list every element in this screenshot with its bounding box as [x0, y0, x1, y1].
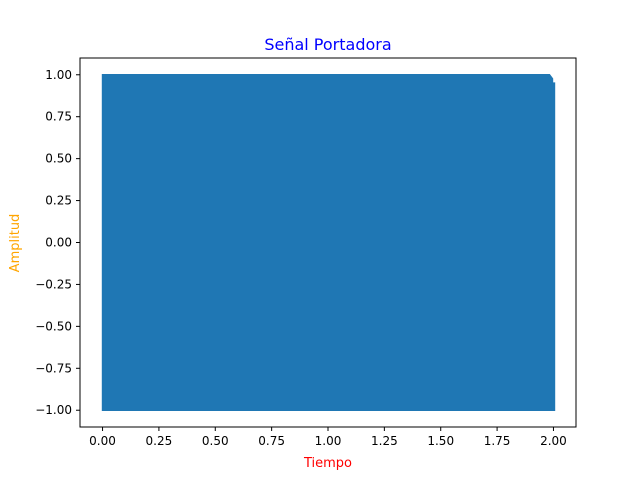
x-axis-label: Tiempo	[303, 456, 352, 471]
y-tick-label: −0.25	[35, 277, 72, 291]
y-tick-label: 0.50	[45, 152, 72, 166]
x-tick-label: 0.00	[89, 434, 116, 448]
y-axis-label: Amplitud	[8, 214, 23, 273]
x-tick-label: 0.50	[202, 434, 229, 448]
y-tick-label: −0.50	[35, 319, 72, 333]
y-tick-label: 1.00	[45, 68, 72, 82]
y-tick-label: 0.75	[45, 110, 72, 124]
x-tick-label: 0.25	[146, 434, 173, 448]
y-tick-label: 0.25	[45, 194, 72, 208]
x-tick-label: 1.00	[315, 434, 342, 448]
x-axis-ticks: 0.00 0.25 0.50 0.75 1.00 1.25 1.50 1.75 2.00	[89, 427, 567, 448]
chart-title: Señal Portadora	[264, 35, 391, 54]
y-tick-label: −0.75	[35, 361, 72, 375]
series-line	[101, 74, 556, 411]
plot-series	[101, 74, 556, 411]
x-tick-label: 1.50	[427, 434, 454, 448]
x-tick-label: 0.75	[258, 434, 285, 448]
x-tick-label: 1.75	[484, 434, 511, 448]
y-tick-label: −1.00	[35, 403, 72, 417]
x-tick-label: 1.25	[371, 434, 398, 448]
y-axis-ticks: 1.00 0.75 0.50 0.25 0.00 −0.25 −0.50 −0.75 −1.00	[35, 68, 80, 417]
x-tick-label: 2.00	[540, 434, 567, 448]
y-tick-label: 0.00	[45, 236, 72, 250]
